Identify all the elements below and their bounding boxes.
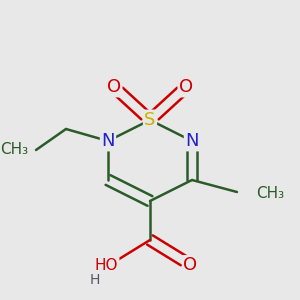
Text: O: O [183,256,198,274]
Text: N: N [101,132,115,150]
Text: N: N [185,132,199,150]
Text: H: H [89,274,100,287]
Text: HO: HO [95,258,118,273]
Text: S: S [144,111,156,129]
Text: CH₃: CH₃ [0,142,28,158]
Text: O: O [179,78,193,96]
Text: O: O [107,78,121,96]
Text: CH₃: CH₃ [256,186,285,201]
